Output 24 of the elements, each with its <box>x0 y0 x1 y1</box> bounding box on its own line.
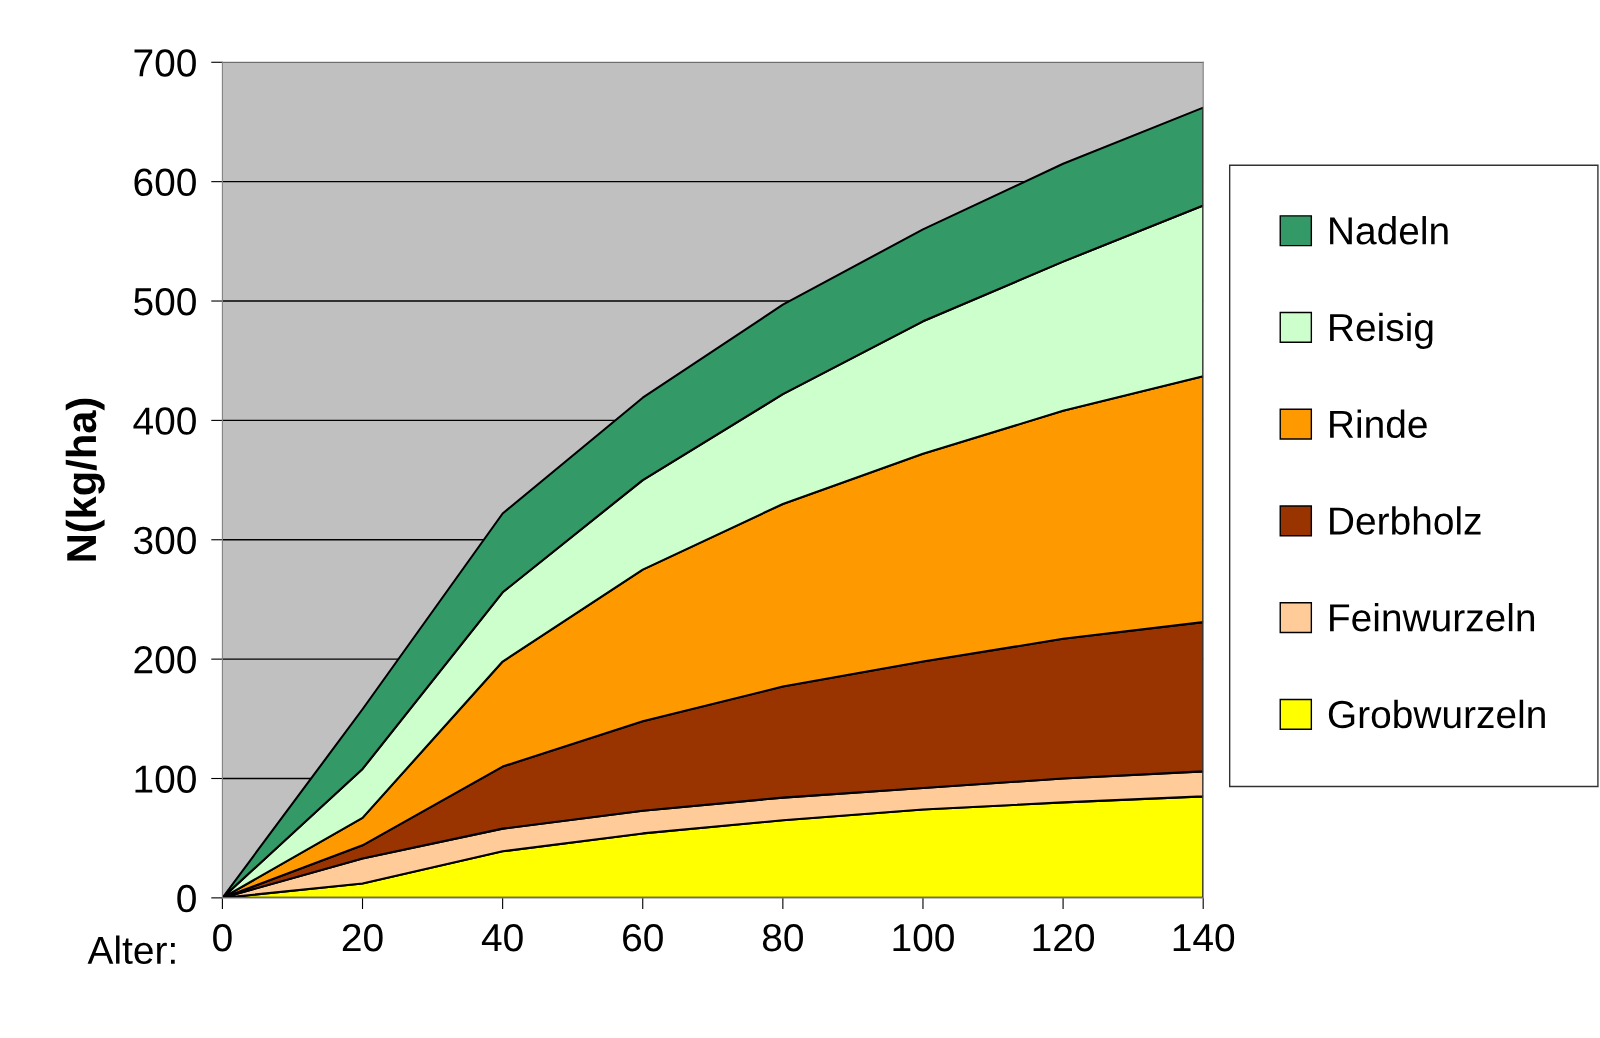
y-tick-label: 400 <box>133 407 196 435</box>
x-tick-label: 20 <box>342 923 383 952</box>
legend-label: Feinwurzeln <box>1330 602 1535 632</box>
legend-label: Rinde <box>1330 409 1427 439</box>
x-tick-label: 80 <box>762 923 803 952</box>
y-axis-title: N(kg/ha) <box>65 398 105 561</box>
x-tick-label: 0 <box>213 923 232 952</box>
x-tick-label: 100 <box>893 923 954 952</box>
legend-label: Grobwurzeln <box>1328 699 1545 729</box>
x-tick-label: 60 <box>623 923 663 952</box>
y-tick-label: 0 <box>177 884 196 913</box>
x-axis-title: Alter: <box>87 935 175 965</box>
y-tick-label: 700 <box>134 49 196 77</box>
x-tick-label: 120 <box>1033 923 1095 952</box>
x-tick-label: 140 <box>1173 923 1235 952</box>
legend-label: Reisig <box>1330 312 1433 350</box>
legend-label: Derbholz <box>1330 506 1481 535</box>
x-tick-label: 40 <box>481 923 523 952</box>
y-tick-label: 300 <box>134 526 196 555</box>
y-tick-label: 100 <box>135 765 196 793</box>
y-tick-label: 500 <box>134 287 196 316</box>
y-tick-label: 200 <box>134 646 196 674</box>
y-tick-label: 600 <box>134 168 196 197</box>
legend-label: Nadeln <box>1330 216 1448 245</box>
